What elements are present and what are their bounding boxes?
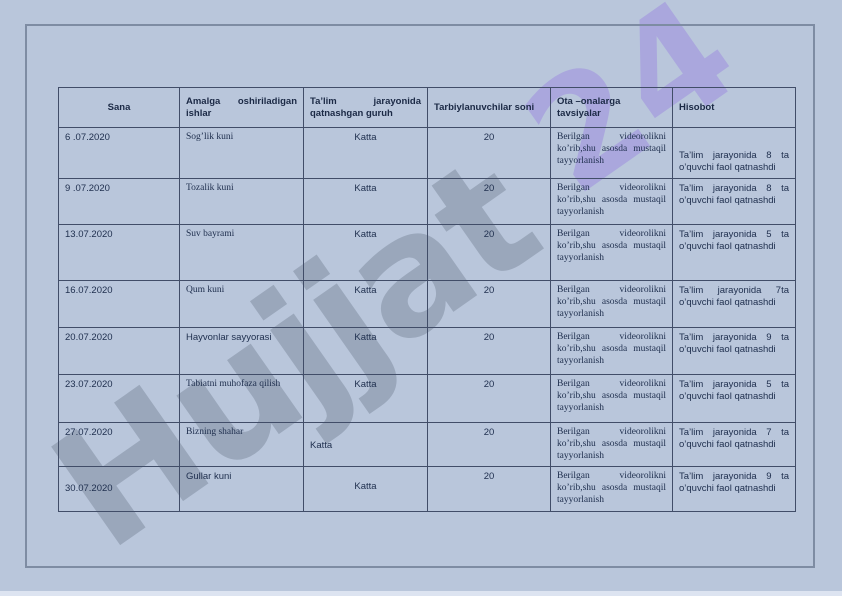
cell-hisobot: Ta’lim jarayonida 9 ta o’quvchi faol qat… <box>672 326 796 375</box>
column-header-guruh: Ta’lim jarayonida qatnashgan guruh <box>303 87 428 128</box>
cell-tavsiya: Berilgan videorolikni ko’rib,shu asosda … <box>550 326 673 375</box>
table-header: Sana Amalga oshiriladigan ishlar Ta’lim ja… <box>58 87 796 128</box>
header-row: Sana Amalga oshiriladigan ishlar Ta’lim ja… <box>58 87 796 128</box>
cell-hisobot: Ta’lim jarayonida 7 ta o’quvchi faol qat… <box>672 421 796 468</box>
cell-sana: 13.07.2020 <box>58 223 180 281</box>
table-row: 13.07.2020 Suv bayrami Katta 20 Berilgan vid… <box>58 223 796 281</box>
cell-hisobot: Ta’lim jarayonida 9 ta o’quvchi faol qat… <box>672 466 796 512</box>
cell-hisobot: Ta’lim jarayonida 7ta o’quvchi faol qatn… <box>672 279 796 328</box>
cell-hisobot: Ta’lim jarayonida 5 ta o’quvchi faol qat… <box>672 223 796 281</box>
cell-tavsiya: Berilgan videorolikni ko’rib,shu asosda … <box>550 466 673 512</box>
cell-guruh: Katta <box>303 127 428 179</box>
cell-sana: 30.07.2020 <box>58 466 180 512</box>
cell-tavsiya: Berilgan videorolikni ko’rib,shu asosda … <box>550 279 673 328</box>
cell-guruh: Katta <box>303 279 428 328</box>
cell-guruh: Katta <box>303 223 428 281</box>
cell-ishlar: Hayvonlar sayyorasi <box>179 326 304 375</box>
cell-sana: 16.07.2020 <box>58 279 180 328</box>
cell-ishlar: Sog’lik kuni <box>179 127 304 179</box>
table-row: 16.07.2020 Qum kuni Katta 20 Berilgan videor… <box>58 279 796 328</box>
column-header-ishlar: Amalga oshiriladigan ishlar <box>179 87 304 128</box>
cell-ishlar: Qum kuni <box>179 279 304 328</box>
cell-sana: 23.07.2020 <box>58 373 180 423</box>
cell-tavsiya: Berilgan videorolikni ko’rib,shu asosda … <box>550 421 673 468</box>
column-header-soni: Tarbiylanuvchilar soni <box>427 87 551 128</box>
table-row: 20.07.2020 Hayvonlar sayyorasi Katta 20 Beri… <box>58 326 796 375</box>
cell-guruh: Katta <box>303 373 428 423</box>
cell-sana: 27.07.2020 <box>58 421 180 468</box>
column-header-hisobot: Hisobot <box>672 87 796 128</box>
cell-guruh: Katta <box>303 421 428 468</box>
cell-soni: 20 <box>427 279 551 328</box>
table-row: 9 .07.2020 Tozalik kuni Katta 20 Berilgan vi… <box>58 177 796 225</box>
cell-sana: 6 .07.2020 <box>58 127 180 179</box>
cell-soni: 20 <box>427 373 551 423</box>
cell-ishlar: Tozalik kuni <box>179 177 304 225</box>
cell-hisobot: Ta’lim jarayonida 8 ta o’quvchi faol qat… <box>672 177 796 225</box>
table-body: 6 .07.2020 Sog’lik kuni Katta 20 Berilgan vi… <box>58 127 796 512</box>
table-row: 23.07.2020 Tabiatni muhofaza qilish Katta 2… <box>58 373 796 423</box>
cell-soni: 20 <box>427 421 551 468</box>
cell-hisobot: Ta’lim jarayonida 8 ta o’quvchi faol qat… <box>672 127 796 179</box>
cell-ishlar: Suv bayrami <box>179 223 304 281</box>
cell-sana: 9 .07.2020 <box>58 177 180 225</box>
cell-tavsiya: Berilgan videorolikni ko’rib,shu asosda … <box>550 373 673 423</box>
page-bottom-edge <box>0 591 842 596</box>
cell-soni: 20 <box>427 466 551 512</box>
table-row: 27.07.2020 Bizning shahar Katta 20 Berilgan … <box>58 421 796 468</box>
cell-soni: 20 <box>427 326 551 375</box>
cell-guruh: Katta <box>303 177 428 225</box>
column-header-tavsiya: Ota –onalarga tavsiyalar <box>550 87 673 128</box>
cell-tavsiya: Berilgan videorolikni ko’rib,shu asosda … <box>550 177 673 225</box>
column-header-sana: Sana <box>58 87 180 128</box>
cell-tavsiya: Berilgan videorolikni ko’rib,shu asosda … <box>550 223 673 281</box>
cell-tavsiya: Berilgan videorolikni ko’rib,shu asosda … <box>550 127 673 179</box>
cell-ishlar: Bizning shahar <box>179 421 304 468</box>
cell-sana: 20.07.2020 <box>58 326 180 375</box>
cell-soni: 20 <box>427 177 551 225</box>
cell-soni: 20 <box>427 127 551 179</box>
table-row: 30.07.2020 Gullar kuni Katta 20 Berilgan vid… <box>58 466 796 512</box>
table-row: 6 .07.2020 Sog’lik kuni Katta 20 Berilgan vi… <box>58 127 796 179</box>
report-table: Sana Amalga oshiriladigan ishlar Ta’lim ja… <box>58 87 796 512</box>
cell-soni: 20 <box>427 223 551 281</box>
cell-guruh: Katta <box>303 466 428 512</box>
cell-ishlar: Gullar kuni <box>179 466 304 512</box>
cell-ishlar: Tabiatni muhofaza qilish <box>179 373 304 423</box>
cell-guruh: Katta <box>303 326 428 375</box>
cell-hisobot: Ta’lim jarayonida 5 ta o’quvchi faol qat… <box>672 373 796 423</box>
